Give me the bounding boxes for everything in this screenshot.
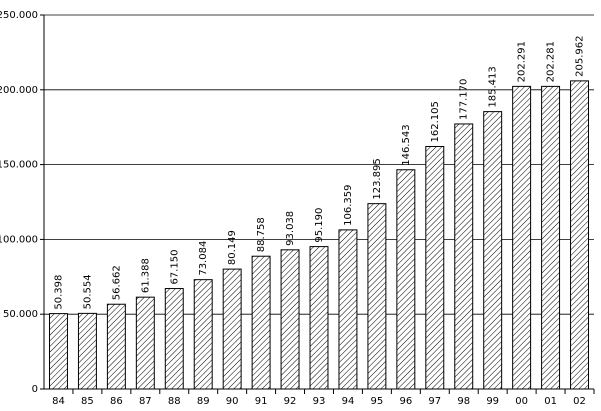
data-label: 93.038: [285, 211, 296, 246]
bar: [309, 246, 329, 390]
bar: [541, 85, 561, 390]
y-tick-label: 100.000: [0, 234, 38, 245]
data-label: 50.398: [53, 275, 64, 310]
data-label: 106.359: [343, 185, 354, 226]
bar: [280, 249, 300, 390]
x-tick-label: 98: [457, 396, 470, 407]
y-tick-label: 0: [32, 384, 38, 395]
data-label: 177.170: [459, 79, 470, 120]
x-tick-label: 92: [284, 396, 297, 407]
y-tick-label: 50.000: [3, 309, 38, 320]
x-tick-label: 94: [342, 396, 355, 407]
x-tick-label: 02: [573, 396, 586, 407]
x-tick-label: 97: [428, 396, 441, 407]
data-label: 202.281: [546, 41, 557, 82]
x-tick-label: 89: [197, 396, 210, 407]
bar: [425, 145, 445, 390]
x-tick-label: 00: [515, 396, 528, 407]
data-label: 202.291: [517, 41, 528, 82]
bar: [77, 312, 97, 390]
data-label: 185.413: [488, 66, 499, 107]
y-tick-label: 150.000: [0, 160, 38, 171]
x-tick-label: 85: [81, 396, 94, 407]
data-label: 95.190: [314, 208, 325, 243]
y-tick-label: 200.000: [0, 85, 38, 96]
data-label: 146.543: [401, 124, 412, 165]
bar: [222, 268, 242, 390]
data-label: 205.962: [575, 36, 586, 77]
bar: [164, 288, 184, 390]
data-label: 88.758: [256, 217, 267, 252]
data-label: 73.084: [198, 241, 209, 276]
data-label: 67.150: [169, 250, 180, 285]
data-label: 50.554: [82, 274, 93, 309]
x-tick-label: 86: [110, 396, 123, 407]
bar: [338, 229, 358, 390]
x-tick-label: 96: [399, 396, 412, 407]
data-label: 80.149: [227, 230, 238, 265]
bar: [396, 169, 416, 390]
bar: [135, 296, 155, 390]
bar: [512, 85, 532, 390]
y-tick-label: 250.000: [0, 10, 38, 21]
bar: [251, 255, 271, 390]
bar: [367, 203, 387, 390]
x-tick-label: 91: [255, 396, 268, 407]
x-tick-label: 84: [52, 396, 65, 407]
data-label: 61.388: [140, 258, 151, 293]
bar: [454, 123, 474, 390]
data-label: 123.895: [372, 158, 383, 199]
data-label: 162.105: [430, 101, 441, 142]
x-tick-label: 99: [486, 396, 499, 407]
x-tick-label: 93: [313, 396, 326, 407]
bar: [570, 80, 589, 390]
x-tick-label: 90: [226, 396, 239, 407]
bar: [106, 303, 126, 390]
bar: [193, 279, 213, 390]
x-tick-label: 01: [544, 396, 557, 407]
x-tick-label: 88: [168, 396, 181, 407]
bar: [49, 313, 68, 390]
bar: [483, 111, 503, 390]
data-label: 56.662: [111, 265, 122, 300]
x-tick-label: 87: [139, 396, 152, 407]
x-tick-label: 95: [371, 396, 384, 407]
